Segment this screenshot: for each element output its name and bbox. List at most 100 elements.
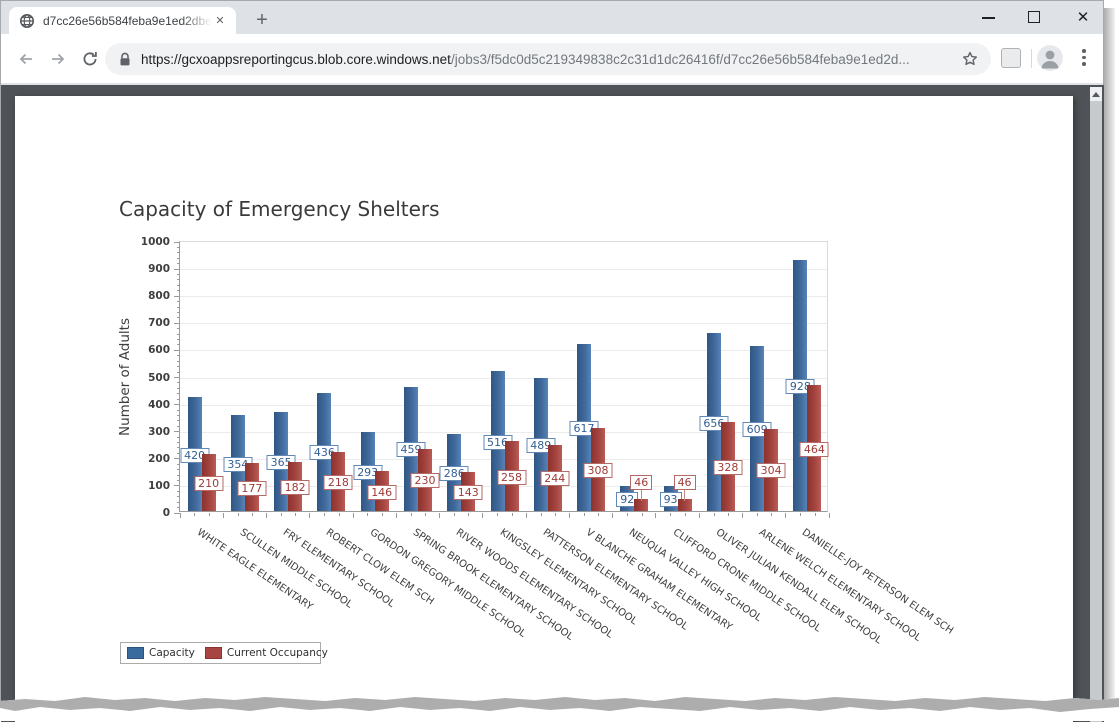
- x-minor-tick: [497, 513, 499, 516]
- tab-close-icon[interactable]: ✕: [215, 14, 225, 27]
- x-minor-tick: [583, 513, 585, 516]
- back-button[interactable]: [13, 46, 39, 72]
- back-arrow-icon: [19, 53, 32, 65]
- y-minor-tick: [177, 452, 180, 454]
- titlebar: d7cc26e56b584feba9e1ed2dbe9 ✕ + ✕: [1, 1, 1103, 34]
- globe-favicon-icon: [19, 13, 35, 29]
- viewport: Capacity of Emergency Shelters Number of…: [1, 85, 1104, 722]
- x-minor-tick: [324, 513, 326, 516]
- forward-arrow-icon: [52, 53, 65, 65]
- label-leader-line: [684, 489, 686, 501]
- y-minor-tick: [177, 387, 180, 389]
- profile-avatar[interactable]: [1037, 45, 1063, 71]
- url-path: /jobs3/f5dc0d5c219349838c2c31d1dc26416f/…: [450, 51, 910, 67]
- x-minor-tick: [425, 513, 427, 516]
- y-tick-label: 500: [148, 371, 170, 384]
- lock-icon[interactable]: [119, 52, 131, 67]
- scroll-up-icon[interactable]: [1090, 87, 1102, 101]
- y-minor-tick: [177, 306, 180, 308]
- chart-legend: Capacity Current Occupancy: [120, 642, 328, 664]
- bar-value-label: 143: [453, 485, 483, 501]
- x-boundary-tick: [741, 513, 743, 518]
- y-minor-tick: [177, 290, 180, 292]
- bar-value-label: 304: [756, 463, 786, 479]
- tab-title: d7cc26e56b584feba9e1ed2dbe9: [43, 13, 212, 28]
- y-tick-label: 1000: [140, 236, 170, 248]
- bookmark-star-icon[interactable]: [961, 50, 979, 73]
- gridline: [180, 323, 827, 325]
- y-minor-tick: [177, 311, 180, 313]
- x-minor-tick: [713, 513, 715, 516]
- x-boundary-tick: [612, 513, 614, 518]
- y-minor-tick: [177, 474, 180, 476]
- bar-current-occupancy: [677, 498, 692, 511]
- y-minor-tick: [177, 317, 180, 319]
- bar-value-label: 218: [323, 474, 353, 490]
- x-minor-tick: [252, 513, 254, 516]
- bar-value-label: 328: [713, 460, 743, 476]
- menu-dots-icon[interactable]: [1082, 49, 1086, 67]
- legend-swatch-capacity: [127, 647, 144, 659]
- x-minor-tick: [670, 513, 672, 516]
- x-category-label: GORDON GREGORY MIDDLE SCHOOL: [367, 527, 528, 640]
- bar-value-label: 609: [742, 421, 772, 437]
- x-boundary-tick: [222, 513, 224, 518]
- x-minor-tick: [554, 513, 556, 516]
- y-minor-tick: [177, 263, 180, 265]
- x-minor-tick: [237, 513, 239, 516]
- close-window-button[interactable]: ✕: [1076, 9, 1090, 26]
- x-minor-tick: [295, 513, 297, 516]
- minimize-button[interactable]: [982, 17, 995, 19]
- x-boundary-tick: [482, 513, 484, 518]
- x-boundary-tick: [309, 513, 311, 518]
- y-major-tick: [174, 485, 180, 487]
- y-minor-tick: [177, 393, 180, 395]
- chart-title: Capacity of Emergency Shelters: [119, 197, 440, 221]
- y-major-tick: [174, 458, 180, 460]
- x-minor-tick: [540, 513, 542, 516]
- x-boundary-tick: [439, 513, 441, 518]
- gridline: [180, 269, 827, 271]
- bar-value-label: 617: [569, 420, 599, 436]
- browser-tab[interactable]: d7cc26e56b584feba9e1ed2dbe9 ✕: [9, 7, 236, 34]
- y-minor-tick: [177, 496, 180, 498]
- bar-value-label: 258: [497, 469, 526, 485]
- x-minor-tick: [468, 513, 470, 516]
- x-boundary-tick: [568, 513, 570, 518]
- vertical-scrollbar[interactable]: [1090, 87, 1102, 722]
- x-boundary-tick: [785, 513, 787, 518]
- address-bar[interactable]: https://gcxoappsreportingcus.blob.core.w…: [105, 43, 991, 75]
- y-major-tick: [174, 512, 180, 514]
- y-minor-tick: [177, 246, 180, 248]
- x-boundary-tick: [525, 513, 527, 518]
- y-tick-label: 600: [148, 344, 170, 357]
- url-host: https://gcxoappsreportingcus.blob.core.w…: [141, 51, 451, 67]
- y-major-tick: [174, 377, 180, 378]
- y-minor-tick: [177, 252, 180, 254]
- reload-button[interactable]: [77, 46, 103, 72]
- y-minor-tick: [177, 507, 180, 509]
- maximize-button[interactable]: [1028, 11, 1040, 23]
- y-tick-label: 0: [162, 507, 170, 519]
- y-tick-label: 900: [148, 263, 170, 276]
- bar-value-label: 182: [280, 479, 310, 495]
- reload-icon: [83, 52, 97, 66]
- extension-icon[interactable]: [1001, 48, 1021, 68]
- y-minor-tick: [177, 284, 180, 286]
- plot-area: 0 100 200 300 400 500 600 700 800 900 1000 420 354 36…: [141, 236, 830, 519]
- y-minor-tick: [177, 469, 180, 471]
- x-minor-tick: [280, 513, 282, 516]
- bar-value-label: 308: [583, 462, 613, 478]
- y-minor-tick: [177, 436, 180, 438]
- x-minor-tick: [627, 513, 629, 516]
- new-tab-button[interactable]: +: [256, 9, 268, 31]
- bar-current-occupancy: [634, 498, 649, 511]
- forward-button[interactable]: [45, 46, 71, 72]
- y-major-tick: [174, 268, 180, 270]
- y-major-tick: [174, 404, 180, 406]
- y-minor-tick: [177, 301, 180, 303]
- x-minor-tick: [511, 513, 513, 516]
- bar-value-label: 464: [799, 441, 829, 457]
- legend-label-occupancy: Current Occupancy: [226, 647, 328, 659]
- x-boundary-tick: [266, 513, 268, 518]
